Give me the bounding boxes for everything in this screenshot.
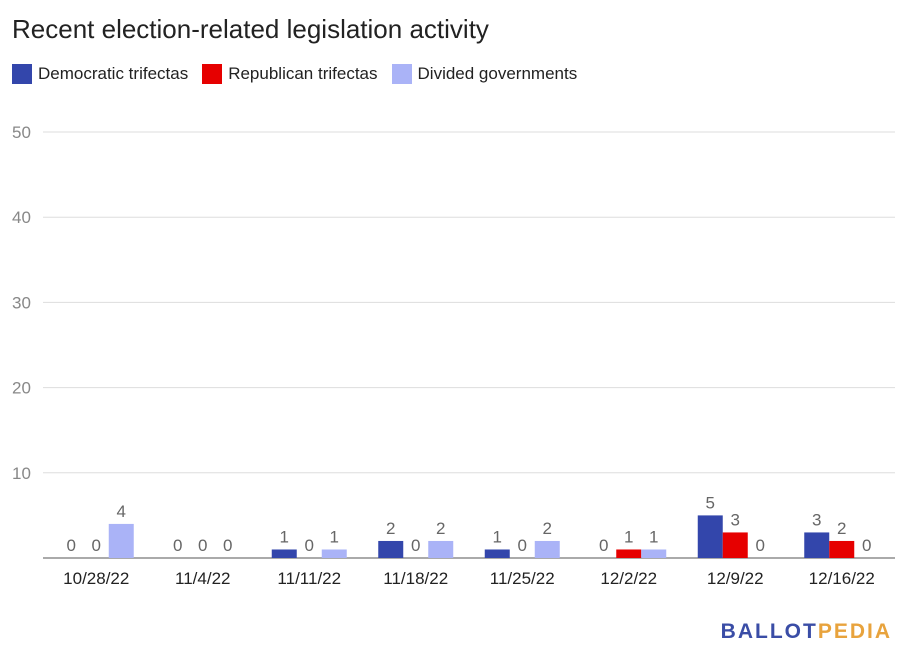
data-label: 0 (518, 536, 527, 555)
data-label: 4 (117, 502, 126, 521)
data-label: 1 (649, 527, 658, 546)
x-tick-label: 12/16/22 (809, 569, 875, 588)
data-label: 0 (223, 536, 232, 555)
legend: Democratic trifectas Republican trifecta… (12, 64, 591, 84)
y-tick-label: 40 (12, 208, 31, 227)
legend-label-democratic: Democratic trifectas (38, 64, 189, 83)
chart-title: Recent election-related legislation acti… (12, 14, 489, 44)
data-label: 1 (624, 527, 633, 546)
x-tick-label: 11/11/22 (277, 569, 341, 588)
data-label: 2 (837, 519, 846, 538)
data-label: 0 (411, 536, 420, 555)
legend-label-republican: Republican trifectas (228, 64, 378, 83)
data-label: 0 (305, 536, 314, 555)
legend-label-divided: Divided governments (417, 64, 578, 83)
bar (829, 540, 855, 558)
ballotpedia-logo: BALLOTPEDIA (721, 620, 892, 644)
data-label: 3 (812, 510, 821, 529)
data-label: 1 (493, 527, 502, 546)
bar (534, 540, 560, 558)
legend-item-divided: Divided governments (391, 64, 578, 84)
legend-item-republican: Republican trifectas (202, 64, 378, 84)
legend-swatch-republican (202, 64, 223, 84)
logo-text-ballot: BALLOT (720, 620, 818, 643)
data-label: 2 (436, 519, 445, 538)
bar (108, 523, 134, 558)
bar (428, 540, 454, 558)
x-tick-label: 12/2/22 (600, 569, 657, 588)
bar (378, 540, 404, 558)
data-label: 0 (756, 536, 765, 555)
data-label: 1 (330, 527, 339, 546)
y-tick-label: 10 (12, 464, 31, 483)
bar (321, 549, 347, 558)
data-label: 0 (862, 536, 871, 555)
data-label: 0 (67, 536, 76, 555)
bar (722, 532, 748, 558)
x-tick-label: 12/9/22 (707, 569, 764, 588)
bar (641, 549, 667, 558)
bar (616, 549, 642, 558)
bar (484, 549, 510, 558)
x-tick-label: 11/4/22 (175, 569, 230, 588)
legend-item-democratic: Democratic trifectas (12, 64, 188, 84)
data-label: 1 (280, 527, 289, 546)
data-label: 0 (599, 536, 608, 555)
bar (697, 515, 723, 558)
y-tick-label: 50 (12, 123, 31, 142)
y-tick-label: 30 (12, 293, 31, 312)
data-label: 0 (92, 536, 101, 555)
legend-swatch-divided (391, 64, 412, 84)
data-label: 2 (386, 519, 395, 538)
data-label: 5 (706, 493, 715, 512)
legend-swatch-democratic (12, 64, 32, 84)
data-label: 0 (198, 536, 207, 555)
logo-text-pedia: PEDIA (817, 620, 892, 643)
x-tick-label: 10/28/22 (63, 569, 129, 588)
y-tick-label: 20 (12, 379, 31, 398)
bar (271, 549, 297, 558)
bar (804, 532, 830, 558)
data-label: 0 (173, 536, 182, 555)
x-tick-label: 11/25/22 (490, 569, 555, 588)
data-label: 2 (543, 519, 552, 538)
data-label: 3 (731, 510, 740, 529)
x-tick-label: 11/18/22 (383, 569, 448, 588)
